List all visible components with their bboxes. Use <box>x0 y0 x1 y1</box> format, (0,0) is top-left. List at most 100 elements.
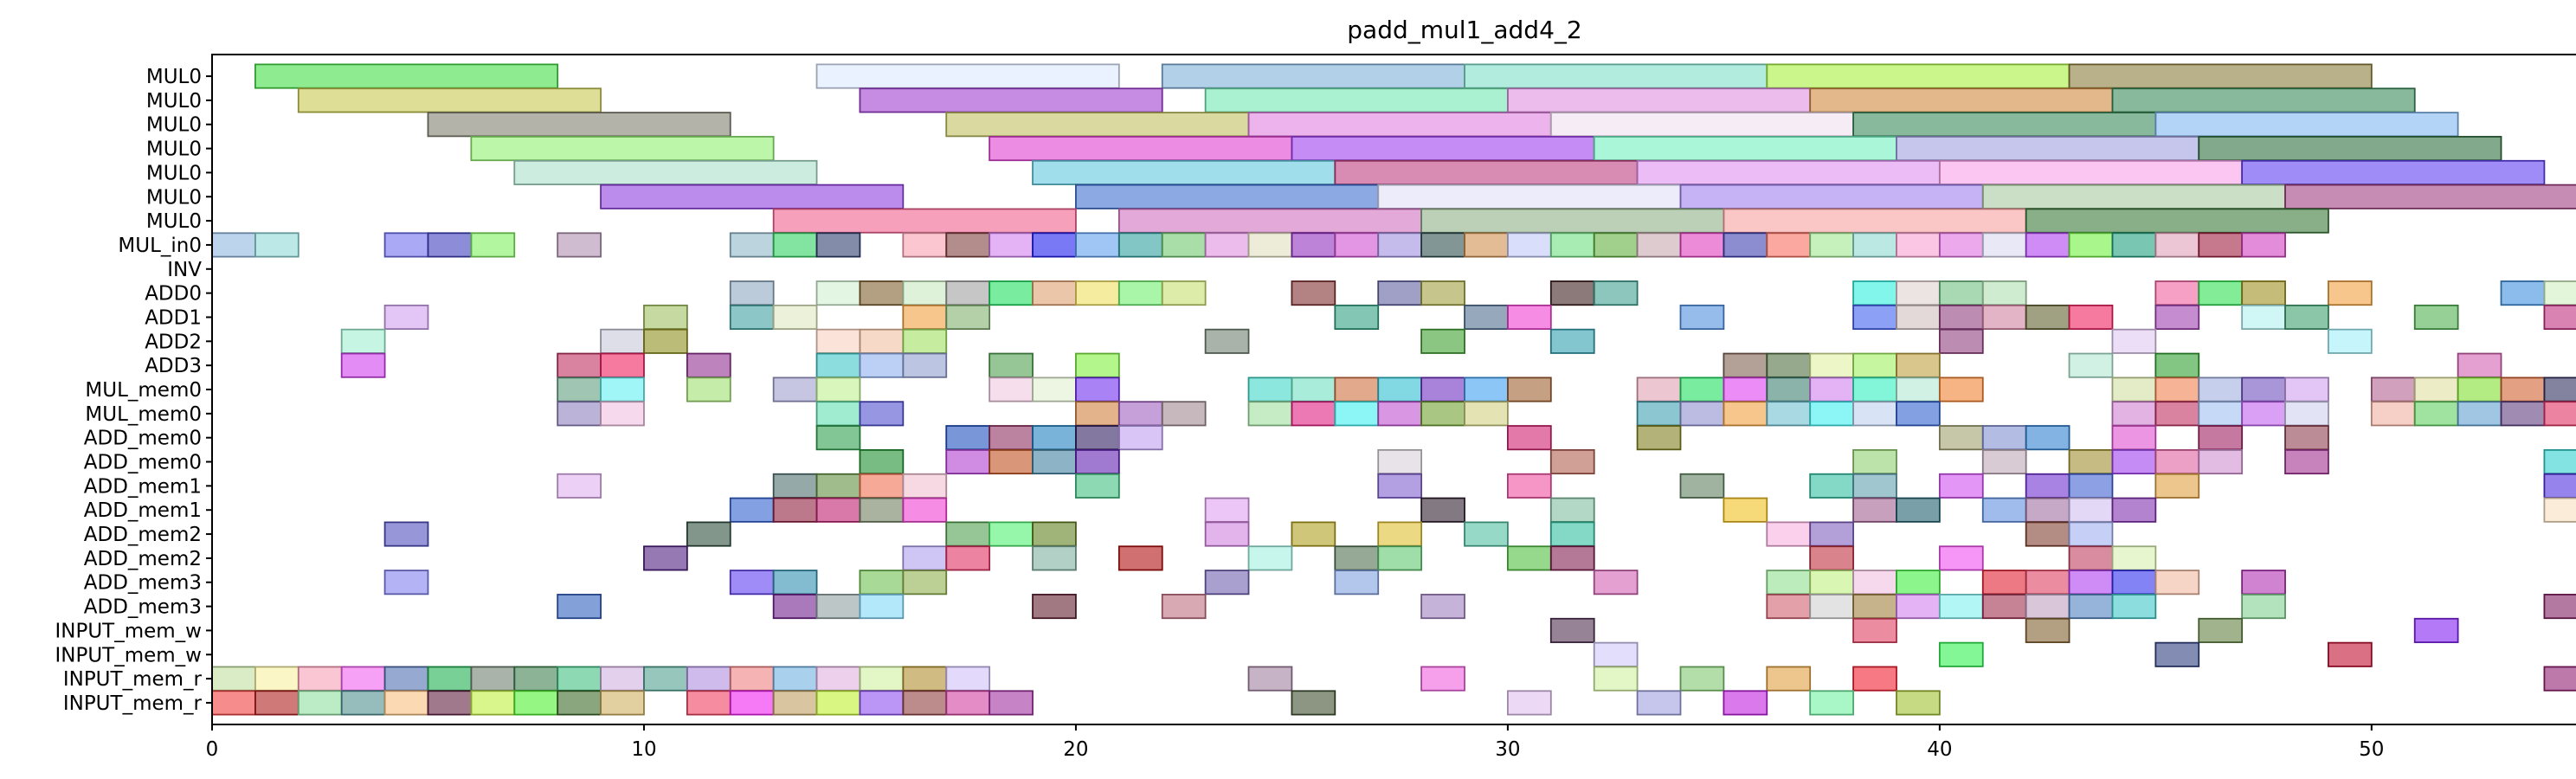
task-bar <box>945 112 1250 138</box>
task-bar <box>1549 617 1595 643</box>
y-tick-label: ADD2 <box>145 331 202 353</box>
task-bar <box>513 690 559 716</box>
y-tick-label: INPUT_mem_w <box>55 620 202 642</box>
task-bar <box>989 280 1034 306</box>
task-bar <box>1981 570 2027 596</box>
task-bar <box>902 570 948 596</box>
task-bar <box>1075 425 1120 451</box>
task-bar <box>470 232 516 258</box>
task-bar <box>1204 328 1250 354</box>
task-bar <box>2198 280 2244 306</box>
y-tick-label: ADD_mem3 <box>84 596 202 619</box>
task-bar <box>1679 666 1725 692</box>
task-bar <box>254 63 559 89</box>
task-bar <box>1420 497 1465 523</box>
task-bar <box>643 304 688 331</box>
task-bar <box>383 304 429 331</box>
task-bar <box>1593 666 1639 692</box>
task-bar <box>2025 617 2070 643</box>
task-bar <box>297 87 602 113</box>
task-bar <box>2198 448 2244 475</box>
task-bar <box>297 690 343 716</box>
task-bar <box>1247 401 1293 427</box>
task-bar <box>2241 159 2546 185</box>
task-bar <box>1852 304 1897 331</box>
task-bar <box>2068 594 2114 620</box>
task-bar <box>2241 377 2286 402</box>
task-bar <box>600 183 905 209</box>
task-bar <box>2111 594 2157 620</box>
task-bar <box>1809 377 1854 402</box>
y-tick-label: ADD_mem2 <box>84 548 202 570</box>
task-bar <box>1896 377 1941 402</box>
task-bar <box>1161 401 1207 427</box>
task-bar <box>1075 280 1120 306</box>
task-bar <box>1981 594 2027 620</box>
task-bar <box>1896 232 1941 258</box>
task-bar <box>1636 690 1682 716</box>
task-bar <box>2025 232 2070 258</box>
task-bar <box>686 352 731 378</box>
task-bar <box>643 545 688 571</box>
task-bar <box>1896 352 1941 378</box>
task-bar <box>1291 521 1336 547</box>
task-bar <box>1981 183 2286 209</box>
task-bar <box>1766 377 1812 402</box>
y-tick-label: MUL0 <box>146 114 202 137</box>
task-bar <box>945 448 991 475</box>
task-bar <box>2068 304 2114 331</box>
task-bar <box>2198 136 2502 162</box>
task-bar <box>902 473 948 499</box>
task-bar <box>2198 232 2244 258</box>
task-bar <box>2370 377 2416 402</box>
task-bar <box>1334 570 1380 596</box>
task-bar <box>1679 377 1725 402</box>
task-bar <box>1896 304 1941 331</box>
y-tick-label: ADD_mem1 <box>84 475 202 498</box>
task-bar <box>1549 328 1595 354</box>
task-bar <box>1809 401 1854 427</box>
x-tick-label: 30 <box>1495 738 1520 761</box>
y-tick-label: ADD_mem0 <box>84 452 202 474</box>
task-bar <box>686 521 731 547</box>
task-bar <box>1506 87 1812 113</box>
task-bar <box>254 666 299 692</box>
task-bar <box>902 690 948 716</box>
task-bar <box>945 521 991 547</box>
task-bar <box>1852 473 1897 499</box>
task-bar <box>1809 232 1854 258</box>
task-bar <box>989 521 1034 547</box>
task-bar <box>945 425 991 451</box>
task-bar <box>2068 63 2373 89</box>
task-bar <box>1377 401 1423 427</box>
task-bar <box>1420 328 1465 354</box>
task-bar <box>1938 641 1984 667</box>
task-bar <box>1636 159 1941 185</box>
task-bar <box>2068 232 2114 258</box>
task-bar <box>1593 280 1639 306</box>
task-bar <box>989 448 1034 475</box>
task-bar <box>859 352 905 378</box>
task-bar <box>2111 448 2157 475</box>
task-bar <box>2543 594 2576 620</box>
task-bar <box>1766 232 1812 258</box>
task-bar <box>2068 570 2114 596</box>
task-bar <box>1766 666 1812 692</box>
task-bar <box>729 690 775 716</box>
task-bar <box>1506 545 1552 571</box>
task-bar <box>1464 63 1768 89</box>
task-bar <box>2154 448 2200 475</box>
task-bar <box>2328 328 2373 354</box>
task-bar <box>1938 473 1984 499</box>
task-bar <box>1161 594 1207 620</box>
task-bar <box>815 690 861 716</box>
x-tick-label: 40 <box>1927 738 1952 761</box>
task-bar <box>945 232 991 258</box>
task-bar <box>1075 401 1120 427</box>
task-bar <box>1679 232 1725 258</box>
task-bar <box>2284 304 2329 331</box>
task-bar <box>1766 570 1812 596</box>
task-bar <box>1161 232 1207 258</box>
task-bar <box>1593 136 1897 162</box>
task-bar <box>383 232 429 258</box>
